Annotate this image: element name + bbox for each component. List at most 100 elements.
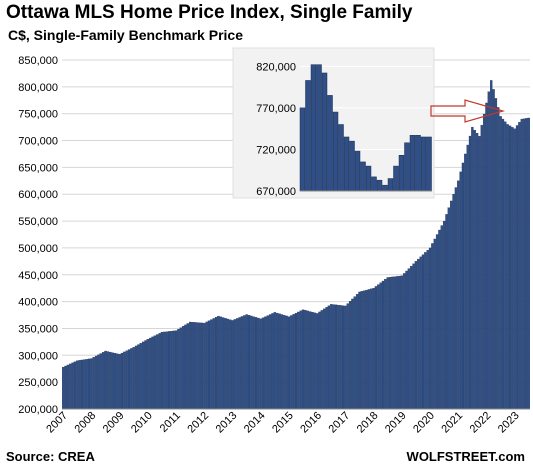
bar <box>388 277 392 410</box>
bar <box>320 310 324 410</box>
bar <box>266 315 269 410</box>
bar <box>323 308 326 410</box>
bar <box>325 307 328 410</box>
bar <box>113 353 117 410</box>
inset-bar <box>360 161 366 192</box>
bar <box>174 330 178 410</box>
inset-bar <box>387 178 394 192</box>
y-tick-label: 650,000 <box>18 162 58 174</box>
bar <box>193 322 197 410</box>
bar <box>123 351 126 410</box>
bar <box>217 315 220 410</box>
brand-label: WOLFSTREET.com <box>406 449 525 464</box>
inset-bar <box>404 142 410 192</box>
bar <box>464 153 467 410</box>
bar <box>428 247 432 410</box>
bar <box>240 316 244 410</box>
x-tick-label: 2020 <box>411 410 437 436</box>
bar <box>238 317 241 410</box>
bar <box>457 180 460 410</box>
bar <box>355 294 359 410</box>
bar <box>304 310 307 410</box>
bar <box>254 317 258 410</box>
bar <box>196 322 199 410</box>
bar <box>221 317 225 410</box>
bar <box>268 314 272 410</box>
inset-bar <box>338 124 344 192</box>
bar <box>379 282 382 410</box>
bar <box>506 124 509 410</box>
bar <box>485 102 488 410</box>
bar <box>191 322 194 410</box>
x-tick-label: 2015 <box>270 410 296 436</box>
bar <box>151 336 154 410</box>
bar <box>297 311 300 410</box>
bar <box>259 318 262 410</box>
bar <box>520 118 523 410</box>
inset-bar <box>398 155 405 192</box>
bar <box>76 360 79 410</box>
x-tick-label: 2018 <box>355 410 381 436</box>
arrow-shape <box>430 99 506 123</box>
bar <box>203 322 206 410</box>
bar <box>149 337 152 410</box>
bar <box>363 290 366 410</box>
inset-bar <box>354 150 361 192</box>
bar <box>290 315 293 410</box>
bar <box>454 187 458 410</box>
x-tick-label: 2014 <box>242 410 268 436</box>
bar <box>273 312 277 410</box>
bar <box>348 301 352 410</box>
y-tick-label: 400,000 <box>18 297 58 309</box>
bar <box>438 229 441 410</box>
bar <box>212 318 215 410</box>
bar <box>511 127 514 410</box>
source-label: Source: CREA <box>6 449 95 464</box>
bar <box>153 335 157 410</box>
bar <box>334 304 338 410</box>
bar <box>341 305 345 410</box>
bar <box>374 286 378 410</box>
bar <box>294 313 298 410</box>
bar <box>370 288 373 410</box>
bar <box>440 225 443 410</box>
bar <box>384 279 387 410</box>
bar <box>141 341 145 410</box>
bar <box>94 355 98 410</box>
x-tick-label: 2010 <box>129 410 155 436</box>
bar <box>160 332 164 410</box>
y-tick-label: 200,000 <box>18 404 58 416</box>
bar <box>90 358 93 410</box>
inset-bar <box>316 64 322 192</box>
inset-bar <box>415 135 421 192</box>
bar <box>219 316 222 410</box>
bar <box>134 345 138 410</box>
bar <box>252 316 255 410</box>
bar <box>285 315 288 410</box>
bar <box>400 275 404 410</box>
bar <box>177 329 180 410</box>
inset-y-tick-label: 670,000 <box>256 186 296 198</box>
bar <box>73 361 77 410</box>
bar <box>466 144 469 410</box>
bar <box>118 354 121 410</box>
bar <box>276 312 279 410</box>
y-tick-label: 750,000 <box>18 109 58 121</box>
y-axis-tick-labels: 200,000 250,000 300,000 350,000 400,000 450,0… <box>18 55 58 416</box>
bar <box>327 305 331 410</box>
bar <box>226 318 229 410</box>
y-tick-label: 350,000 <box>18 323 58 335</box>
bar <box>315 313 319 410</box>
bar <box>283 315 286 410</box>
bar <box>109 351 112 410</box>
bar <box>412 263 415 410</box>
bar <box>87 358 91 410</box>
bar <box>137 344 140 410</box>
bar <box>358 291 361 410</box>
inset-bar <box>321 72 328 192</box>
bar <box>393 276 396 410</box>
bar <box>421 254 425 410</box>
bar <box>337 304 340 410</box>
bar <box>395 276 399 410</box>
bar <box>261 317 265 410</box>
